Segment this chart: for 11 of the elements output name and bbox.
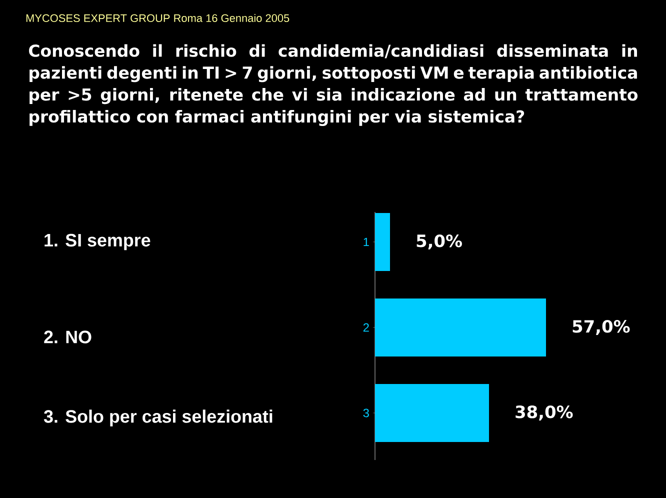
y-tick-label: 1: [364, 238, 369, 246]
y-tick-label: 3: [363, 408, 369, 418]
text: 3. Solo per casi selezionati: [44, 410, 272, 426]
data-label: 57,0%: [572, 320, 630, 335]
y-tick-label: 2: [363, 323, 369, 332]
data-label: 38,0%: [516, 405, 573, 420]
data-label: 5,0%: [416, 234, 462, 250]
text: 1. SI sempre: [44, 234, 150, 250]
chart-title: Conoscendo il rischio di candidemia/candidiasi disseminata in pazienti degenti in TI > 7 giorni, sottoposti VM e terapia antibiotica per >5 giorni, ritenete che vi sia indicazione ad un trattamento profilattico con farmaci antifungini per via sistemica?: [29, 44, 638, 126]
text: 2. NO: [44, 330, 92, 344]
text: MYCOSES EXPERT GROUP Roma 16 Gennaio 2005: [26, 14, 290, 22]
